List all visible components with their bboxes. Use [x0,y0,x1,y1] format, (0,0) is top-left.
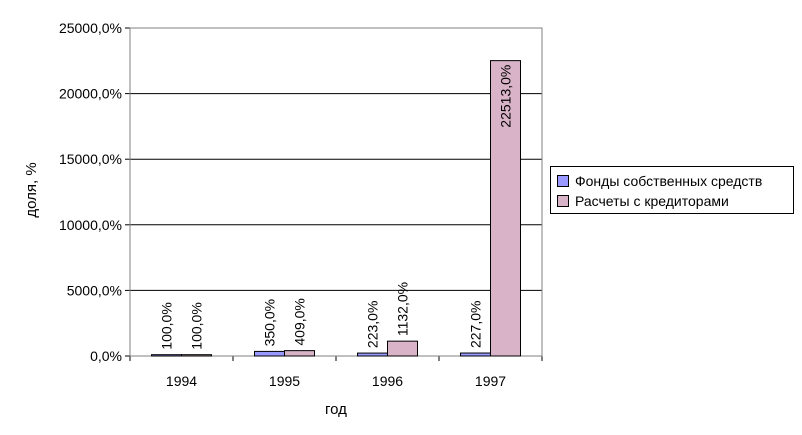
data-label-series-1-1995: 350,0% [262,299,278,346]
x-axis-title: год [325,401,347,418]
plot-area [129,27,543,357]
y-tick-label: 20000,0% [59,86,122,102]
x-tick-label: 1994 [166,373,197,389]
y-tick-label: 15000,0% [59,151,122,167]
data-label-series-2-1997: 22513,0% [498,65,514,128]
data-label-series-2-1996: 1132,0% [395,282,411,336]
legend: Фонды собственных средств Расчеты с кред… [550,166,794,214]
y-axis-title: доля, % [23,162,40,217]
data-label-series-2-1994: 100,0% [189,302,205,349]
y-tick-label: 0,0% [90,348,122,364]
bar-series-1-1994 [151,354,182,357]
legend-swatch-series-1 [557,175,569,187]
bars [151,60,521,357]
bar-series-2-1996 [387,340,418,357]
bar-series-2-1995 [284,350,315,357]
data-label-series-2-1995: 409,0% [292,298,308,345]
data-label-series-1-1996: 223,0% [365,301,381,348]
bar-series-1-1996 [357,352,388,357]
x-tick-label: 1996 [372,373,403,389]
data-label-series-1-1994: 100,0% [159,302,175,349]
bar-series-2-1994 [181,354,212,357]
data-labels: 100,0% 100,0% 350,0% 409,0% 223,0% 1132,0% 227… [159,65,514,350]
bar-series-2-1997 [490,60,521,357]
y-tick-label: 10000,0% [59,217,122,233]
y-tick-label: 25000,0% [59,20,122,36]
legend-item-series-2: Расчеты с кредиторами [557,191,787,211]
y-tick-labels: 0,0% 5000,0% 10000,0% 15000,0% 20000,0% 25000… [59,20,122,364]
legend-label-series-2: Расчеты с кредиторами [575,193,729,209]
x-tick-label: 1997 [475,373,506,389]
bar-series-1-1995 [254,350,285,357]
x-tick-labels: 1994 1995 1996 1997 [166,373,506,389]
legend-item-series-1: Фонды собственных средств [557,171,787,191]
data-label-series-1-1997: 227,0% [468,301,484,348]
legend-swatch-series-2 [557,195,569,207]
bar-series-1-1997 [460,352,491,357]
y-tick-label: 5000,0% [67,282,122,298]
legend-label-series-1: Фонды собственных средств [575,173,763,189]
x-tick-label: 1995 [269,373,300,389]
